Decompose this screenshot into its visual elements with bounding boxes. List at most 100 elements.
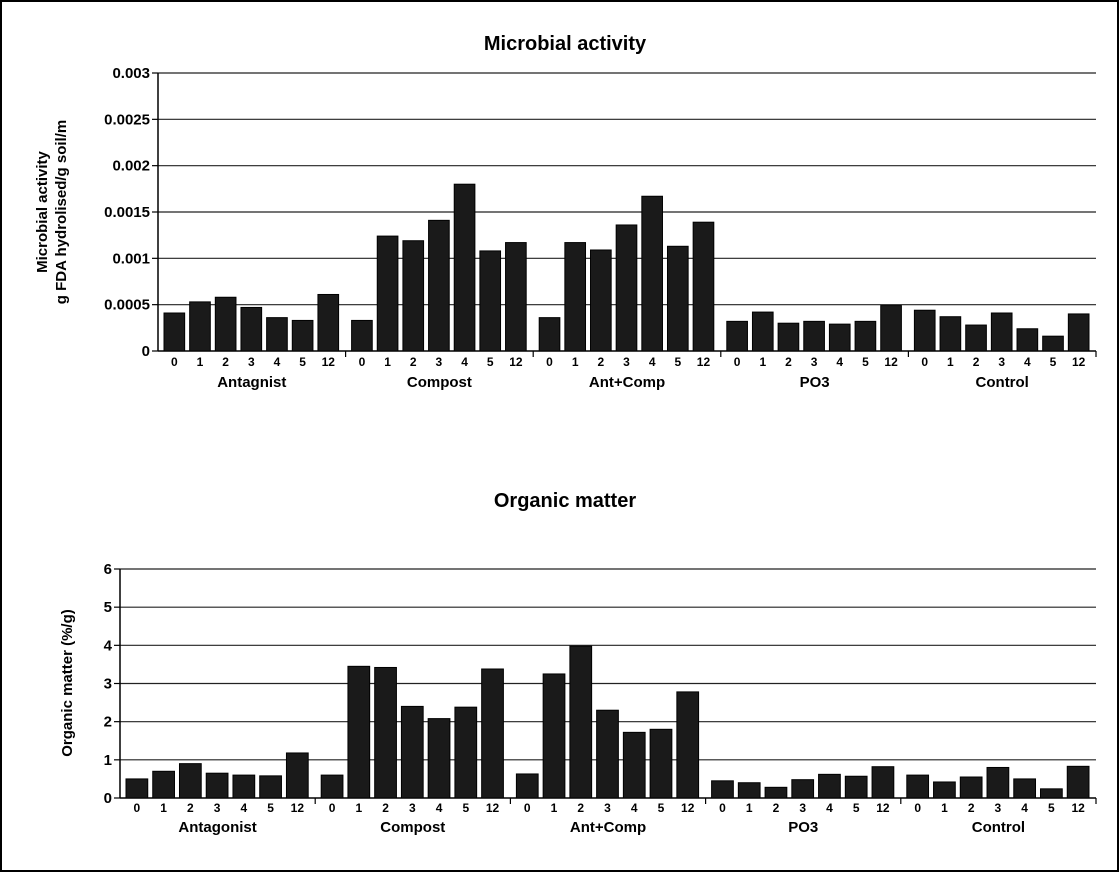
bar-compost-3 (400, 705, 424, 799)
bar-compost-1 (376, 235, 399, 352)
x-tick-label: 4 (436, 801, 443, 815)
bar-po3-4 (818, 773, 841, 799)
x-tick-label: 5 (299, 355, 306, 369)
y-tick-label: 0.002 (112, 158, 150, 175)
x-tick-label: 12 (697, 355, 711, 369)
bar-ant-comp-0 (538, 317, 561, 352)
x-tick-label: 5 (658, 801, 665, 815)
x-tick-label: 12 (509, 355, 523, 369)
x-tick-label: 2 (382, 801, 389, 815)
bar-compost-12 (481, 668, 504, 799)
bar-antagonist-0 (125, 778, 149, 799)
bar-control-1 (939, 316, 962, 352)
y-tick-label: 5 (104, 599, 112, 616)
x-tick-label: 0 (359, 355, 366, 369)
x-tick-label: 4 (649, 355, 656, 369)
x-tick-label: 2 (973, 355, 980, 369)
bar-antagonist-3 (205, 772, 229, 799)
x-tick-label: 0 (719, 801, 726, 815)
bar-po3-1 (751, 311, 774, 352)
x-tick-label: 1 (572, 355, 579, 369)
bar-control-5 (1042, 335, 1064, 352)
x-tick-label: 3 (995, 801, 1002, 815)
bar-control-2 (959, 776, 983, 799)
bar-control-2 (965, 324, 987, 352)
x-tick-label: 0 (524, 801, 531, 815)
bar-control-3 (990, 312, 1013, 352)
x-tick-label: 1 (759, 355, 766, 369)
bar-po3-5 (844, 775, 868, 799)
x-tick-label: 5 (674, 355, 681, 369)
bar-ant-comp-3 (615, 224, 638, 352)
x-tick-label: 2 (968, 801, 975, 815)
bar-po3-2 (777, 322, 800, 352)
bar-compost-5 (454, 706, 478, 799)
bar-control-12 (1067, 313, 1090, 352)
x-tick-label: 3 (436, 355, 443, 369)
x-tick-label: 3 (623, 355, 630, 369)
x-tick-label: 0 (914, 801, 921, 815)
x-tick-label: 4 (274, 355, 281, 369)
x-tick-label: 5 (1050, 355, 1057, 369)
bar-control-4 (1013, 778, 1037, 799)
bar-ant-comp-5 (666, 245, 689, 352)
y-tick-label: 0.0015 (104, 204, 150, 221)
bar-ant-comp-1 (542, 673, 566, 799)
bar-antagnist-2 (214, 296, 237, 352)
x-tick-label: 12 (681, 801, 695, 815)
y-axis-label-line-2: g FDA hydrolised/g soil/m (53, 120, 70, 304)
x-tick-label: 1 (746, 801, 753, 815)
bar-antagonist-4 (232, 774, 256, 799)
x-tick-label: 0 (329, 801, 336, 815)
bar-antagnist-5 (291, 319, 314, 352)
bar-compost-5 (479, 250, 502, 352)
x-tick-label: 3 (214, 801, 221, 815)
x-tick-label: 1 (947, 355, 954, 369)
bar-po3-0 (726, 320, 748, 352)
x-tick-label: 0 (734, 355, 741, 369)
x-tick-label: 12 (876, 801, 890, 815)
x-tick-label: 4 (1024, 355, 1031, 369)
x-tick-label: 4 (240, 801, 247, 815)
x-tick-label: 5 (862, 355, 869, 369)
organic-matter-chart: Organic matter Organic matter (%/g) 0123… (59, 490, 1097, 836)
chart-title: Organic matter (494, 490, 636, 512)
x-tick-label: 3 (998, 355, 1005, 369)
bar-compost-2 (374, 666, 397, 799)
x-tick-label: 5 (462, 801, 469, 815)
bar-compost-2 (402, 240, 425, 352)
bar-ant-comp-3 (596, 709, 619, 799)
group-label: Compost (380, 819, 445, 836)
bar-control-0 (913, 309, 936, 352)
x-tick-label: 2 (187, 801, 194, 815)
bar-compost-4 (453, 183, 476, 352)
y-tick-label: 4 (104, 637, 113, 654)
bar-control-0 (906, 774, 930, 799)
x-tick-label: 2 (577, 801, 584, 815)
group-label: Control (976, 374, 1029, 391)
x-tick-label: 4 (836, 355, 843, 369)
x-tick-label: 2 (222, 355, 229, 369)
bar-compost-0 (320, 774, 344, 799)
x-tick-label: 5 (267, 801, 274, 815)
bar-ant-comp-2 (569, 645, 593, 799)
bar-ant-comp-4 (622, 731, 646, 799)
x-tick-label: 3 (409, 801, 416, 815)
x-tick-label: 12 (884, 355, 898, 369)
y-tick-label: 0.003 (112, 65, 150, 82)
bar-ant-comp-0 (515, 773, 539, 799)
bar-antagonist-1 (152, 770, 175, 799)
bar-ant-comp-5 (649, 728, 673, 799)
bar-compost-3 (428, 219, 450, 352)
bar-control-12 (1066, 765, 1090, 799)
bar-control-5 (1040, 788, 1063, 799)
x-tick-label: 3 (604, 801, 611, 815)
bar-po3-12 (871, 766, 895, 799)
y-tick-label: 0.001 (112, 250, 150, 267)
x-tick-label: 0 (171, 355, 178, 369)
x-tick-label: 2 (773, 801, 780, 815)
bar-compost-4 (427, 718, 451, 799)
group-label: Compost (407, 374, 472, 391)
